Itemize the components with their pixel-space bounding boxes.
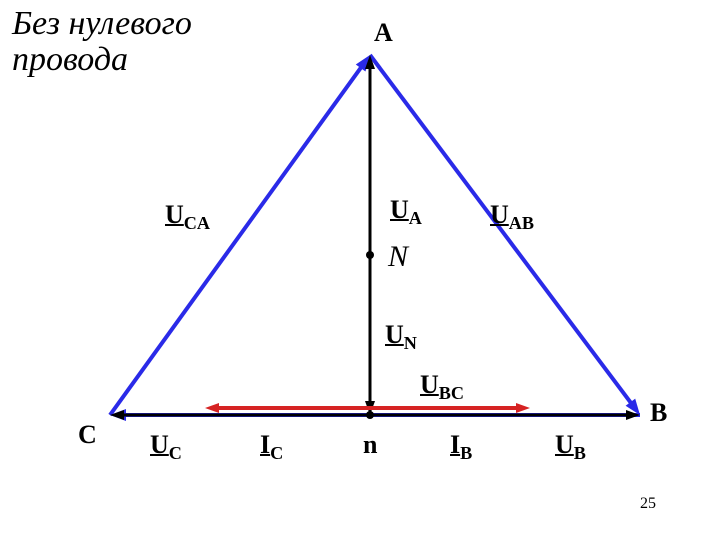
label-A: A [374, 18, 393, 48]
vector-diagram [0, 0, 720, 540]
label-UAB: UAB [490, 200, 534, 234]
label-B: B [650, 398, 667, 428]
page-number: 25 [640, 495, 656, 513]
label-UB: UB [555, 430, 586, 464]
label-UBC: UBC [420, 370, 464, 404]
label-UC: UC [150, 430, 182, 464]
label-UCA: UCA [165, 200, 210, 234]
label-n: n [363, 430, 377, 460]
label-IB: IB [450, 430, 472, 464]
label-UA: UA [390, 195, 422, 229]
label-C: C [78, 420, 97, 450]
label-UN: UN [385, 320, 417, 354]
label-N: N [388, 240, 408, 274]
label-IC: IC [260, 430, 283, 464]
slide-canvas: Без нулевого провода A B C n N UCA UAB U… [0, 0, 720, 540]
